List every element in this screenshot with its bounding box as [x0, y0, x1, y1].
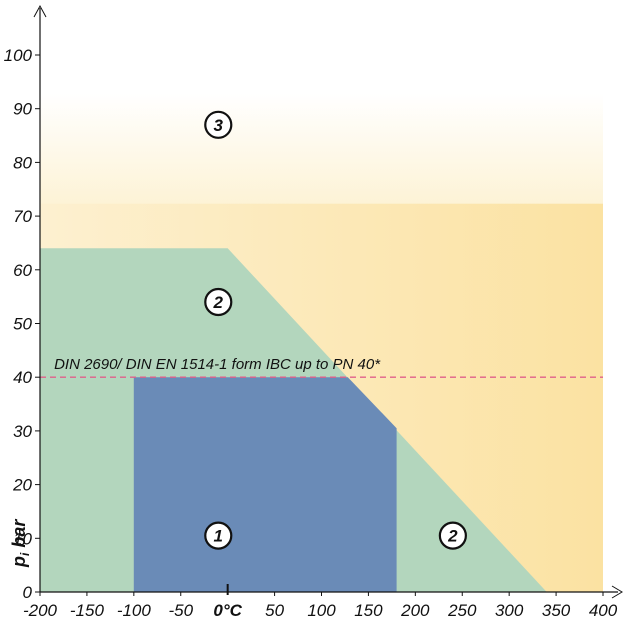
- zone-marker-2-2: 2: [438, 521, 467, 550]
- x-tick-label--50: -50: [168, 601, 193, 620]
- x-tick-label--200: -200: [23, 601, 58, 620]
- y-tick-label-10: 10: [13, 529, 32, 548]
- x-tick-label-350: 350: [542, 601, 571, 620]
- y-tick-label-100: 100: [4, 46, 33, 65]
- labels-layer: 3 2 2 1: [204, 110, 467, 550]
- y-tick-label-30: 30: [13, 422, 32, 441]
- x-tick-label--100: -100: [117, 601, 152, 620]
- zone-marker-circle: [204, 110, 233, 139]
- x-tick-label-200: 200: [400, 601, 430, 620]
- y-tick-label-90: 90: [13, 100, 32, 119]
- x-tick-label--150: -150: [70, 601, 105, 620]
- regions-layer: [40, 93, 603, 593]
- y-tick-label-70: 70: [13, 207, 32, 226]
- zone-marker-label: 3: [214, 116, 224, 135]
- x-tick-label-400: 400: [589, 601, 618, 620]
- zone-marker-label: 1: [214, 527, 223, 546]
- y-axis-arrow-icon: [33, 4, 47, 18]
- reference-line-layer: DIN 2690/ DIN EN 1514-1 form IBC up to P…: [40, 356, 603, 378]
- y-tick-label-20: 20: [12, 476, 32, 495]
- zone-marker-circle: [204, 521, 233, 550]
- reference-line-label: DIN 2690/ DIN EN 1514-1 form IBC up to P…: [54, 356, 381, 373]
- region-3-area-fade: [40, 93, 603, 204]
- y-tick-label-50: 50: [13, 315, 32, 334]
- x-tick-label-250: 250: [447, 601, 477, 620]
- x-axis-arrow-icon: [611, 585, 623, 599]
- y-tick-label-40: 40: [13, 368, 32, 387]
- x-tick-label-150: 150: [354, 601, 383, 620]
- zone-marker-3: 3: [204, 110, 233, 139]
- y-axis-label: pi bar: [9, 519, 32, 568]
- axes-layer: 0 10 20 30 40 50 60 70 80 90 100 -200 -150 -100 -50 0°C…: [4, 4, 623, 620]
- region-1-area: [133, 377, 397, 592]
- zone-marker-2: 2: [204, 287, 233, 317]
- x-tick-label-50: 50: [265, 601, 284, 620]
- y-tick-label-0: 0: [23, 583, 33, 602]
- zone-marker-label: 2: [447, 527, 458, 546]
- zone-marker-circle: [438, 521, 467, 550]
- y-tick-label-80: 80: [13, 153, 32, 172]
- x-tick-label-100: 100: [307, 601, 336, 620]
- zone-marker-label: 2: [213, 293, 224, 312]
- x-tick-label-0: 0°C: [213, 601, 242, 620]
- y-tick-label-60: 60: [13, 261, 32, 280]
- x-tick-label-300: 300: [495, 601, 524, 620]
- zone-marker-circle: [204, 287, 233, 317]
- zone-marker-1: 1: [204, 521, 233, 550]
